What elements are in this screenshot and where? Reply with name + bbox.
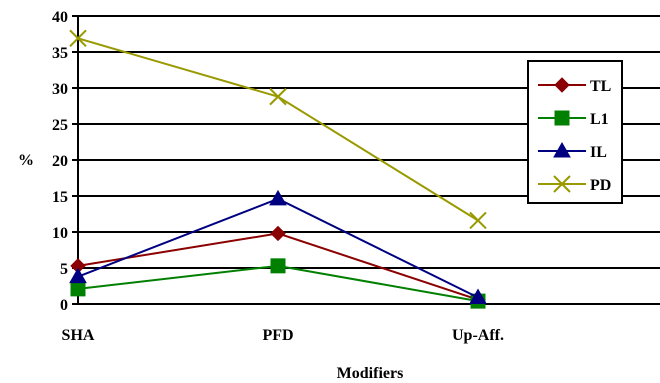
x-axis-label: Modifiers — [337, 365, 404, 382]
data-point — [69, 29, 87, 48]
y-tick-label: 35 — [52, 45, 68, 62]
series-il — [69, 189, 487, 305]
x-tick-label: Up-Aff. — [452, 327, 504, 344]
y-tick-label: 10 — [52, 225, 68, 242]
x-tick-labels: SHA PFD Up-Aff. — [62, 327, 504, 344]
y-tick-label: 15 — [52, 189, 68, 206]
legend-label: TL — [590, 78, 611, 95]
legend: TL L1 IL PD — [527, 60, 623, 204]
legend-item-tl: TL — [538, 77, 611, 95]
legend-marker — [554, 77, 570, 93]
legend-label: L1 — [590, 111, 609, 128]
y-tick-label: 0 — [60, 297, 68, 314]
y-axis-label: % — [18, 152, 34, 169]
data-point — [270, 225, 286, 242]
data-point — [70, 281, 86, 297]
y-tick-labels: 0 5 10 15 20 25 30 35 40 — [52, 9, 68, 314]
legend-label: IL — [590, 144, 607, 161]
y-tick-label: 30 — [52, 81, 68, 98]
legend-item-l1: L1 — [538, 110, 609, 128]
data-point — [69, 267, 87, 284]
x-tick-label: SHA — [62, 327, 95, 344]
legend-label: PD — [590, 177, 611, 194]
y-tick-label: 40 — [52, 9, 68, 26]
data-point — [469, 288, 487, 305]
data-point — [270, 258, 286, 274]
legend-item-pd: PD — [538, 175, 611, 194]
x-tick-label: PFD — [262, 327, 293, 344]
data-point — [269, 87, 287, 106]
series-pd — [69, 29, 487, 230]
series-l1 — [70, 258, 486, 309]
legend-item-il: IL — [538, 141, 607, 161]
legend-marker — [553, 141, 571, 158]
legend-marker — [554, 110, 570, 126]
y-tick-label: 25 — [52, 117, 68, 134]
series-group — [69, 29, 487, 309]
y-tick-label: 20 — [52, 153, 68, 170]
y-tick-label: 5 — [60, 261, 68, 278]
data-point — [469, 211, 487, 230]
data-point — [269, 189, 287, 206]
legend-marker — [553, 175, 571, 193]
